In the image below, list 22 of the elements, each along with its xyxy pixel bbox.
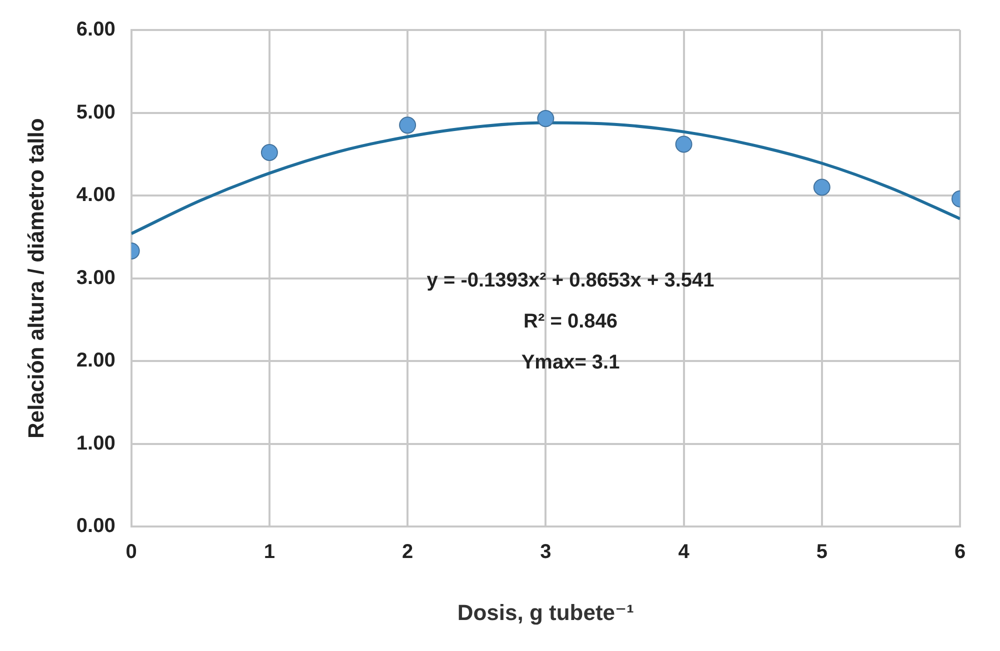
x-tick-label: 5 xyxy=(816,541,828,564)
y-tick-label: 4.00 xyxy=(76,184,116,206)
y-tick-label: 0.00 xyxy=(76,515,116,538)
annotation: R² = 0.846 xyxy=(524,310,618,333)
x-axis-title: Dosis, g tubete⁻¹ xyxy=(457,600,634,625)
y-tick-label: 2.00 xyxy=(76,350,116,372)
y-tick-label: 6.00 xyxy=(76,18,116,41)
annotation: y = -0.1393x² + 0.8653x + 3.541 xyxy=(426,269,714,292)
y-axis-title: Relación altura / diámetro tallo xyxy=(23,118,48,438)
point xyxy=(399,116,416,134)
point xyxy=(675,136,692,153)
x-tick-label: 6 xyxy=(954,541,966,564)
x-tick-label: 2 xyxy=(402,541,414,564)
y-tick-label: 5.00 xyxy=(76,101,116,124)
x-tick-label: 1 xyxy=(264,541,275,564)
x-tick-label: 4 xyxy=(678,541,690,564)
x-tick-label: 3 xyxy=(540,541,552,564)
point xyxy=(537,110,554,128)
annotation: Ymax= 3.1 xyxy=(521,352,620,374)
y-tick-label: 1.00 xyxy=(76,432,116,454)
y-tick-label: 3.00 xyxy=(76,266,116,289)
x-tick-label: 0 xyxy=(126,541,137,564)
